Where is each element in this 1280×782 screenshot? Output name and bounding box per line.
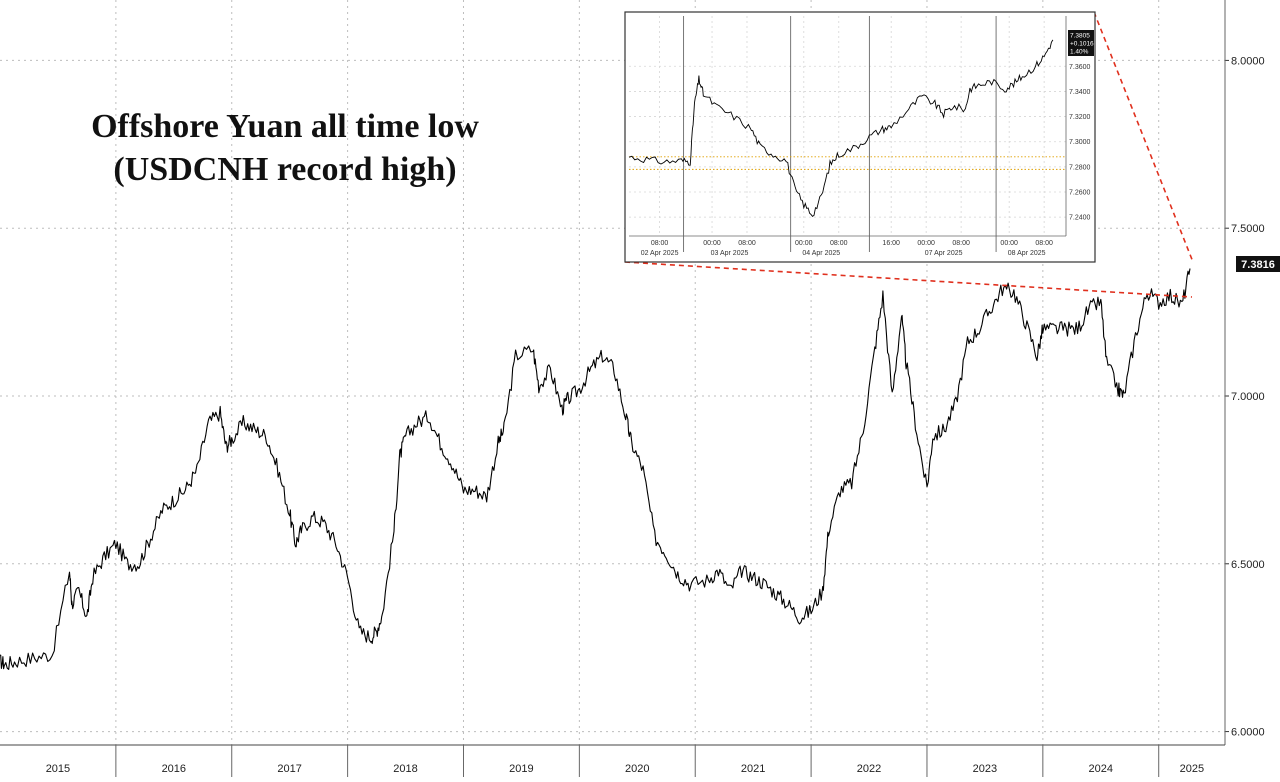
x-tick-label: 2024 bbox=[1089, 763, 1113, 775]
inset-date-label: 08 Apr 2025 bbox=[1008, 250, 1046, 257]
series-layer bbox=[0, 268, 1191, 670]
inset-time-label: 08:00 bbox=[830, 240, 848, 247]
inset-y-tick-label: 7.3200 bbox=[1069, 114, 1091, 121]
last-value-label: 7.3816 bbox=[1241, 259, 1275, 271]
inset-date-label: 04 Apr 2025 bbox=[802, 250, 840, 257]
inset-y-tick-label: 7.2800 bbox=[1069, 164, 1091, 171]
y-tick-label: 7.0000 bbox=[1231, 391, 1265, 403]
inset-time-label: 08:00 bbox=[1035, 240, 1053, 247]
callout-line-lower bbox=[624, 261, 1193, 298]
y-tick-label: 7.5000 bbox=[1231, 223, 1265, 235]
x-tick-label: 2020 bbox=[625, 763, 649, 775]
inset-time-label: 16:00 bbox=[882, 240, 900, 247]
inset-y-tick-label: 7.3000 bbox=[1069, 139, 1091, 146]
x-tick-label: 2025 bbox=[1180, 763, 1204, 775]
x-tick-label: 2016 bbox=[162, 763, 186, 775]
inset-frame bbox=[624, 11, 1096, 263]
inset-y-tick-label: 7.3600 bbox=[1069, 64, 1091, 71]
x-tick-label: 2018 bbox=[393, 763, 417, 775]
inset-time-label: 00:00 bbox=[703, 240, 721, 247]
x-tick-label: 2023 bbox=[973, 763, 997, 775]
inset-y-tick-label: 7.3400 bbox=[1069, 89, 1091, 96]
inset-y-tick-label: 7.2600 bbox=[1069, 190, 1091, 197]
y-tick-label: 8.0000 bbox=[1231, 55, 1265, 67]
last-value-badge bbox=[1236, 256, 1280, 272]
x-tick-label: 2015 bbox=[46, 763, 70, 775]
inset-date-label: 02 Apr 2025 bbox=[641, 250, 679, 257]
inset-time-label: 08:00 bbox=[952, 240, 970, 247]
last-value-marker: 7.3816 bbox=[1236, 256, 1280, 272]
inset-last-value-box bbox=[1068, 30, 1094, 56]
inset-time-label: 00:00 bbox=[795, 240, 813, 247]
y-tick-label: 6.5000 bbox=[1231, 559, 1265, 571]
inset-last-value-text: +0.1016 bbox=[1070, 41, 1094, 48]
inset-callout bbox=[624, 11, 1194, 298]
inset-time-label: 08:00 bbox=[651, 240, 669, 247]
inset-date-label: 03 Apr 2025 bbox=[711, 250, 749, 257]
inset-series-line bbox=[628, 39, 1054, 218]
inset-time-label: 00:00 bbox=[1000, 240, 1018, 247]
chart-title-line-1: Offshore Yuan all time low bbox=[91, 108, 479, 145]
inset-time-label: 00:00 bbox=[917, 240, 935, 247]
x-tick-label: 2021 bbox=[741, 763, 765, 775]
chart-title-line-2: (USDCNH record high) bbox=[113, 151, 456, 188]
usdcnh-series-line bbox=[0, 268, 1191, 670]
x-tick-label: 2022 bbox=[857, 763, 881, 775]
inset-last-value-text: 1.40% bbox=[1070, 49, 1089, 56]
inset-date-label: 07 Apr 2025 bbox=[925, 250, 963, 257]
inset-last-value-text: 7.3805 bbox=[1070, 33, 1090, 40]
y-tick-label: 6.0000 bbox=[1231, 727, 1265, 739]
x-tick-label: 2019 bbox=[509, 763, 533, 775]
inset-chart: 7.2400 7.2600 7.2800 7.3000 7.3200 7.3400 7.36… bbox=[624, 11, 1096, 263]
inset-time-label: 08:00 bbox=[738, 240, 756, 247]
x-tick-label: 2017 bbox=[277, 763, 301, 775]
inset-y-tick-label: 7.2400 bbox=[1069, 215, 1091, 222]
